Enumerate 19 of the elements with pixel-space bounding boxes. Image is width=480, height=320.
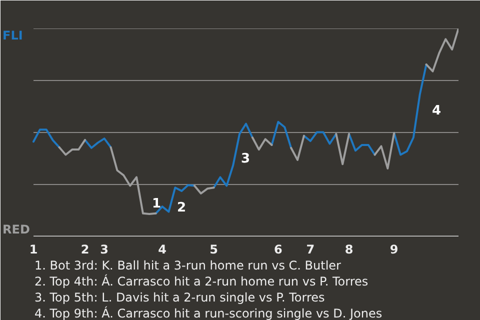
x-tick-label: 5 (210, 242, 218, 256)
annotation: 4 (432, 104, 442, 118)
text: 1. Bot 3rd: K. Ball hit a 3-run home run vs C. Butler (34, 258, 342, 272)
annotation: 1 (152, 196, 162, 212)
annotation: 3 (240, 152, 250, 166)
x-tick-label: 9 (390, 242, 398, 256)
x-tick-label: 6 (274, 242, 282, 256)
x-tick-label: 2 (80, 242, 90, 256)
annotation: 2 (176, 200, 186, 216)
x-tick-label: 1 (29, 242, 38, 256)
x-tick-label: 4 (158, 242, 166, 256)
text: RED (2, 222, 30, 236)
x-tick-label: 3 (100, 242, 109, 256)
x-tick-label: 7 (306, 242, 315, 256)
text: 4. Top 9th: Á. Carrasco hit a run-scoring single vs D. Jones (34, 306, 382, 320)
x-tick-label: 8 (344, 242, 354, 256)
text: 3. Top 5th: L. Davis hit a 2-run single vs P. Torres (34, 290, 325, 304)
text: 2. Top 4th: Á. Carrasco hit a 2-run home run vs P. Torres (34, 274, 368, 288)
text: FLI (2, 28, 23, 42)
